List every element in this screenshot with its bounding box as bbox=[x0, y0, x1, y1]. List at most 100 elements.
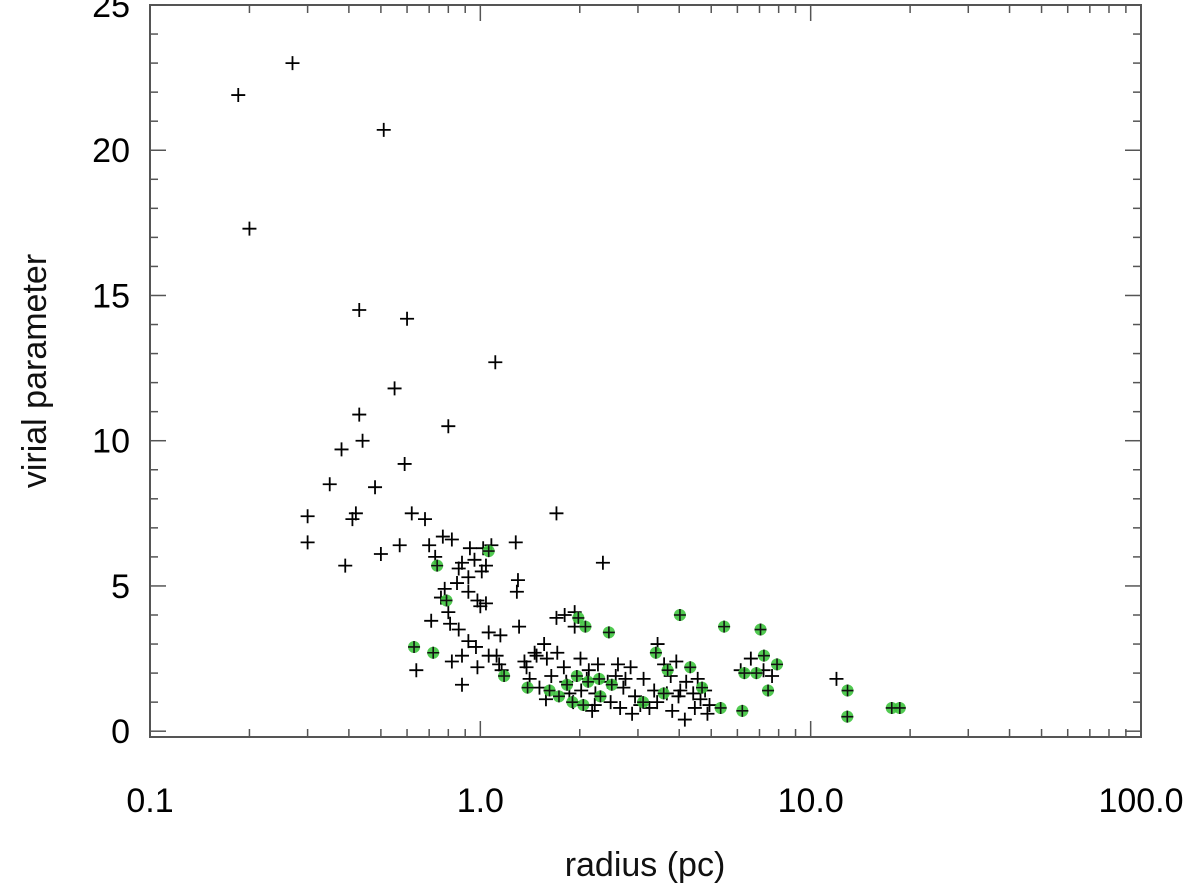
data-point bbox=[693, 692, 708, 707]
data-point bbox=[404, 506, 419, 521]
highlight-point bbox=[738, 667, 751, 680]
x-tick-label: 100.0 bbox=[1098, 782, 1183, 820]
data-point bbox=[338, 558, 353, 573]
data-point bbox=[574, 683, 589, 698]
data-point bbox=[454, 648, 469, 663]
data-point bbox=[345, 512, 360, 527]
highlight-point bbox=[482, 545, 495, 558]
data-point bbox=[481, 625, 496, 640]
highlight-point bbox=[757, 649, 770, 662]
highlight-point bbox=[673, 609, 686, 621]
y-axis-title: virial parameter bbox=[16, 254, 54, 488]
data-point bbox=[473, 599, 488, 614]
highlight-point bbox=[408, 640, 421, 653]
highlight-point bbox=[684, 661, 697, 674]
x-axis-title: radius (pc) bbox=[565, 846, 726, 884]
data-point bbox=[585, 703, 600, 718]
data-point bbox=[444, 654, 459, 669]
data-point bbox=[231, 88, 246, 103]
data-point bbox=[450, 576, 465, 591]
data-point bbox=[509, 584, 524, 599]
highlight-point bbox=[543, 684, 556, 697]
data-point bbox=[623, 660, 638, 675]
data-point bbox=[444, 532, 459, 547]
data-point bbox=[478, 596, 493, 611]
x-tick-label: 10.0 bbox=[778, 782, 844, 820]
data-point bbox=[636, 671, 651, 686]
highlight-point bbox=[736, 704, 749, 717]
data-point bbox=[418, 512, 433, 527]
data-point bbox=[441, 419, 456, 434]
data-point bbox=[517, 654, 532, 669]
data-point bbox=[532, 680, 547, 695]
highlight-point bbox=[602, 626, 615, 639]
data-point bbox=[610, 657, 625, 672]
data-point bbox=[451, 622, 466, 637]
data-point bbox=[443, 616, 458, 631]
y-tick-label: 15 bbox=[92, 277, 130, 315]
highlight-point bbox=[440, 594, 453, 607]
data-point bbox=[671, 689, 686, 704]
data-point bbox=[765, 669, 780, 683]
highlight-point bbox=[893, 701, 906, 714]
highlight-point bbox=[594, 690, 607, 703]
data-point bbox=[616, 680, 631, 695]
data-point bbox=[461, 570, 476, 585]
data-point bbox=[743, 651, 758, 666]
data-point bbox=[573, 651, 588, 666]
data-point bbox=[539, 651, 554, 666]
data-point bbox=[368, 480, 383, 495]
data-point bbox=[512, 619, 527, 634]
highlight-point bbox=[605, 678, 618, 691]
highlight-point bbox=[841, 710, 854, 723]
highlight-point bbox=[714, 701, 727, 714]
data-point bbox=[537, 637, 552, 652]
data-point bbox=[679, 674, 694, 689]
highlight-point bbox=[582, 675, 595, 688]
data-point bbox=[451, 561, 466, 576]
data-point bbox=[549, 610, 564, 625]
data-point bbox=[348, 506, 363, 521]
data-point bbox=[352, 407, 367, 422]
data-point bbox=[650, 695, 665, 710]
data-point bbox=[422, 538, 437, 553]
data-point bbox=[550, 645, 565, 660]
data-point bbox=[461, 584, 476, 599]
data-point bbox=[300, 509, 315, 524]
data-points bbox=[231, 56, 906, 727]
data-point bbox=[492, 657, 507, 672]
highlight-point bbox=[577, 699, 590, 712]
data-point bbox=[489, 648, 504, 663]
data-point bbox=[454, 677, 469, 692]
data-point bbox=[549, 506, 564, 521]
data-point bbox=[285, 56, 300, 71]
data-point bbox=[642, 700, 657, 715]
data-point bbox=[334, 442, 349, 457]
data-point bbox=[435, 529, 450, 544]
highlight-point bbox=[561, 678, 574, 691]
data-point bbox=[519, 660, 534, 675]
y-tick-label: 5 bbox=[111, 568, 130, 606]
data-point bbox=[829, 671, 844, 686]
highlight-point bbox=[637, 696, 650, 709]
data-point bbox=[470, 660, 485, 675]
data-point bbox=[529, 648, 544, 663]
data-point bbox=[392, 538, 407, 553]
series-1 bbox=[231, 56, 844, 727]
y-tick-label: 20 bbox=[92, 132, 130, 170]
data-point bbox=[673, 683, 688, 698]
data-point bbox=[544, 669, 559, 683]
data-point bbox=[424, 613, 439, 628]
data-point bbox=[300, 535, 315, 550]
highlight-point bbox=[579, 620, 592, 633]
data-point bbox=[587, 698, 602, 713]
highlight-point bbox=[566, 696, 579, 709]
data-point bbox=[462, 541, 477, 556]
highlight-point bbox=[498, 670, 511, 682]
series-2 bbox=[408, 545, 906, 723]
data-point bbox=[352, 303, 367, 317]
x-tick-label: 0.1 bbox=[126, 782, 173, 820]
data-point bbox=[409, 663, 424, 678]
x-tick-label: 1.0 bbox=[457, 782, 504, 820]
data-point bbox=[618, 671, 633, 686]
